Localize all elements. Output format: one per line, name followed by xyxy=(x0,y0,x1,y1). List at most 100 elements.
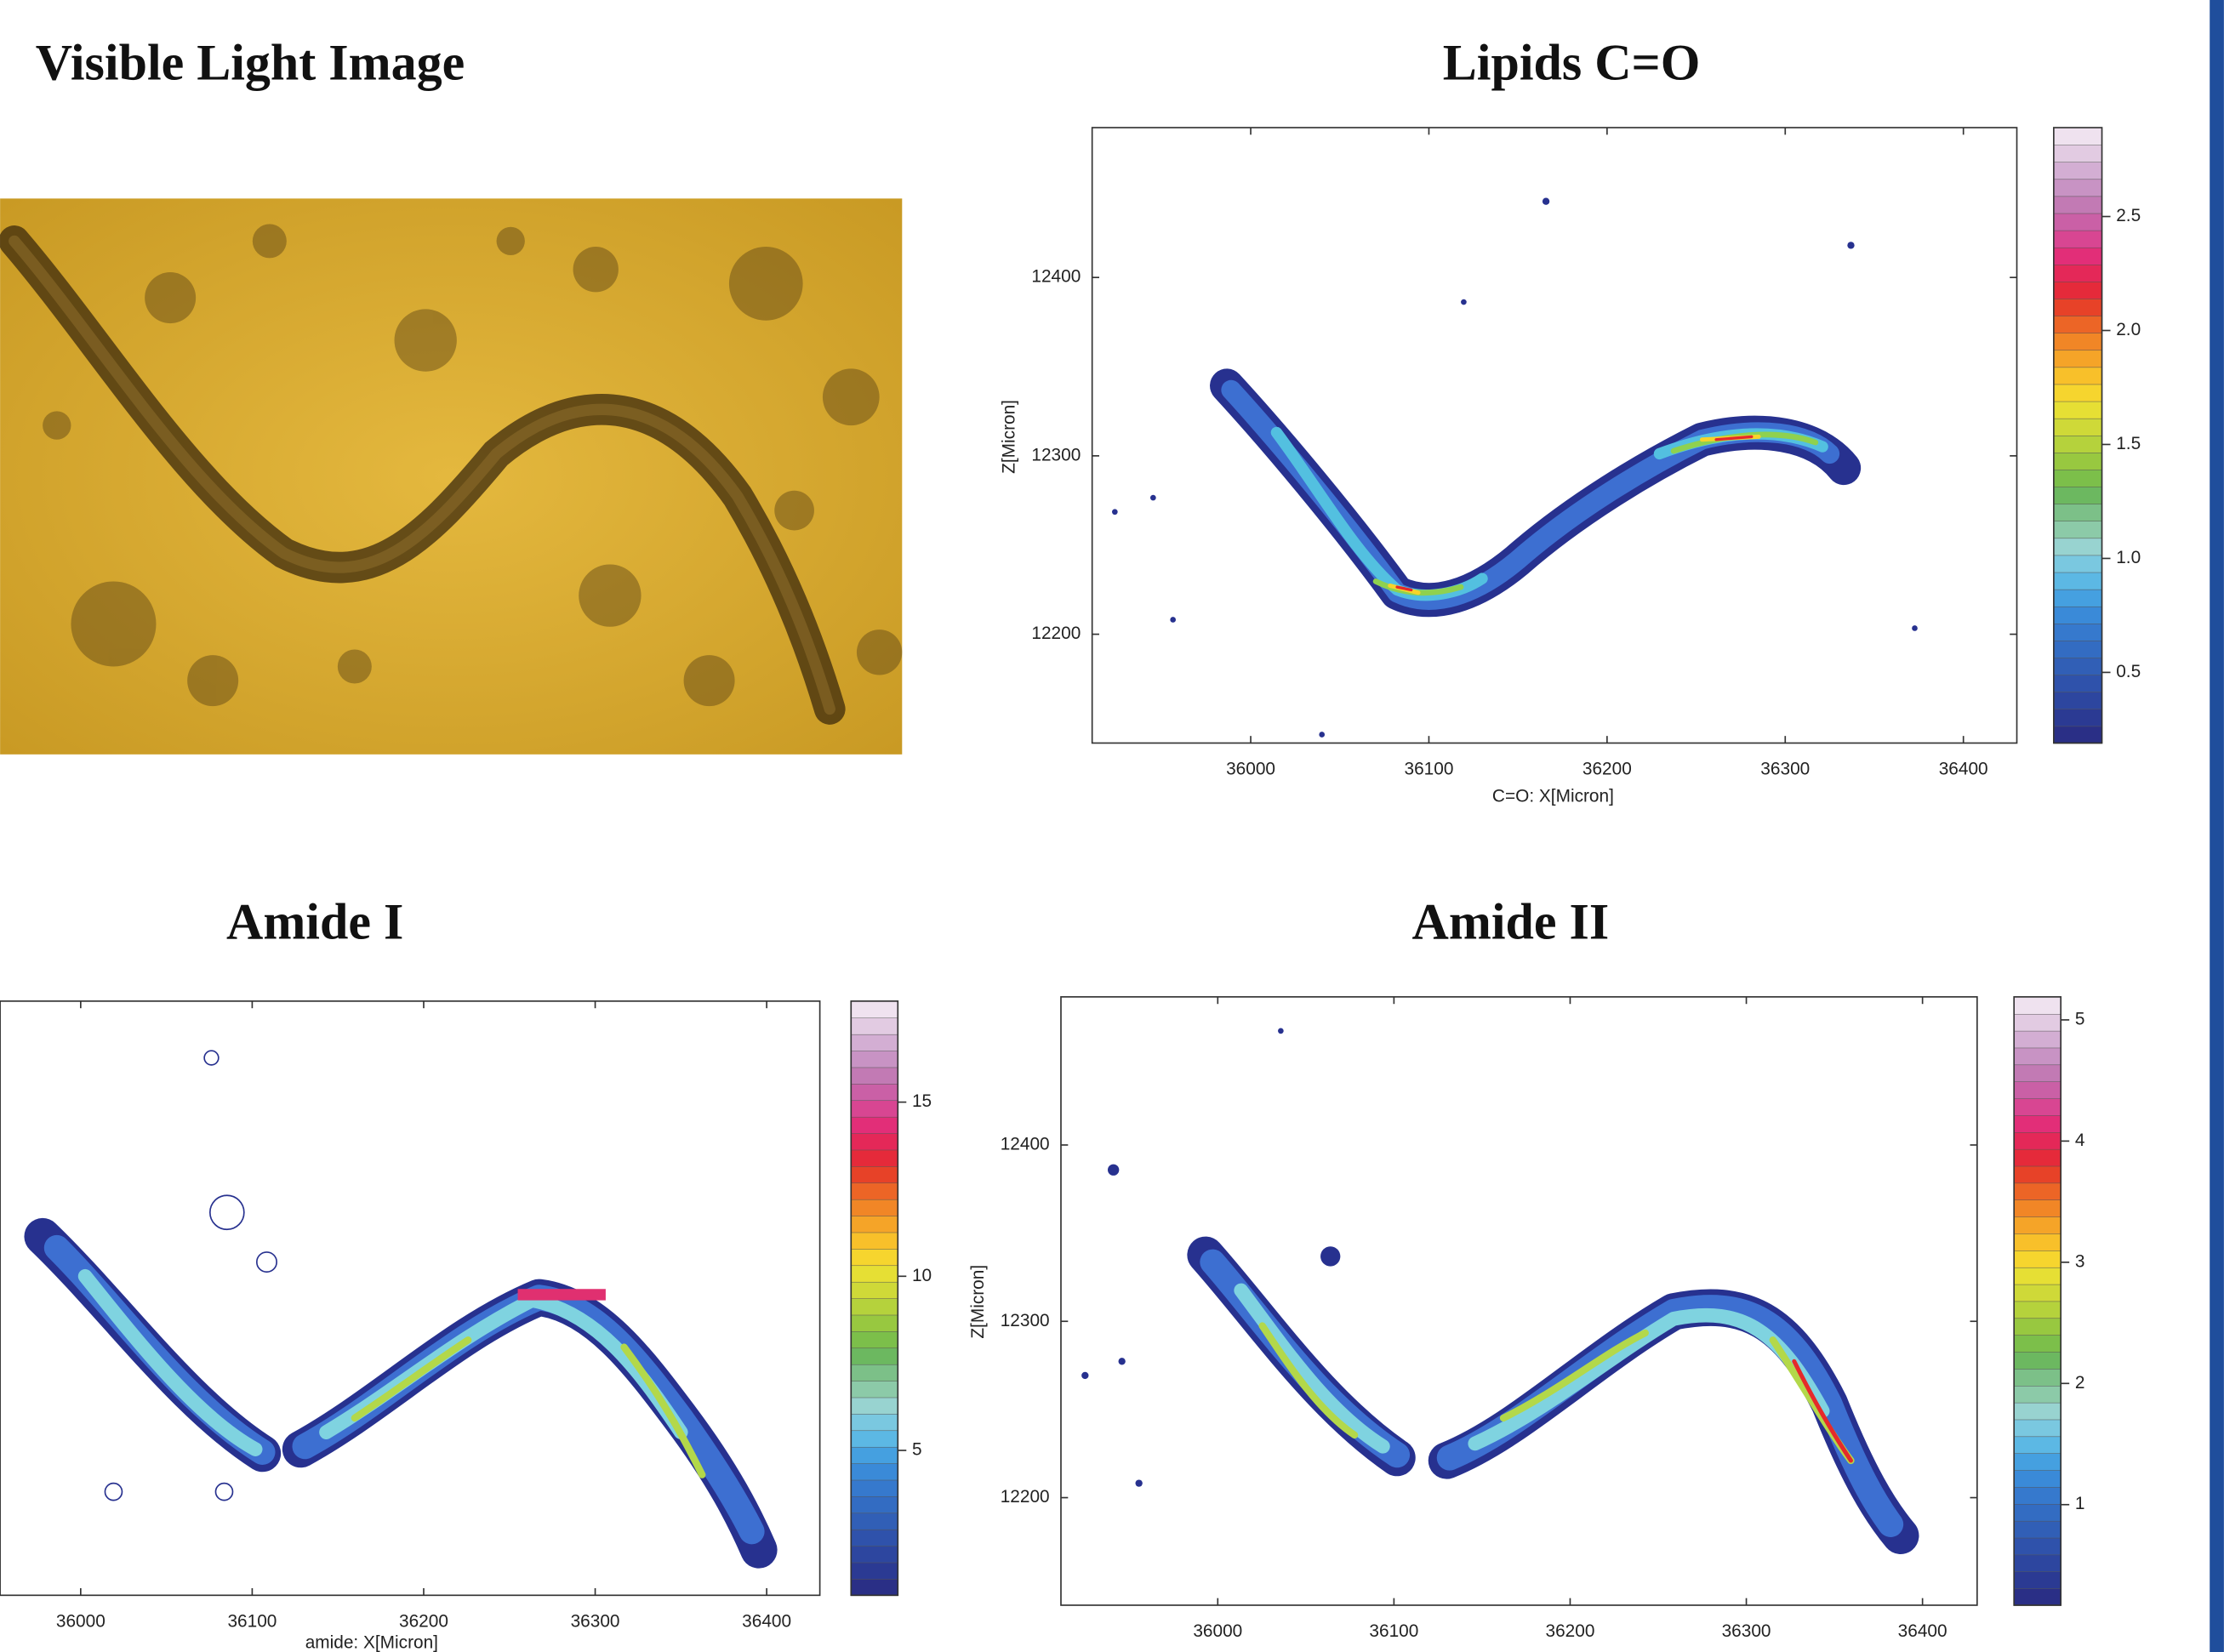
colorbar-band xyxy=(2013,1064,2061,1082)
colorbar-tick-label: 3 xyxy=(2075,1251,2085,1271)
y-tick-label: 12200 xyxy=(1001,1487,1050,1507)
colorbar-band xyxy=(2013,996,2061,1015)
colorbar-tick-label: 4 xyxy=(2075,1131,2085,1150)
colorbar-band xyxy=(851,1199,898,1216)
colorbar-band xyxy=(2053,161,2102,180)
colorbar-band xyxy=(2053,367,2102,385)
colorbar-band xyxy=(851,1495,898,1514)
colorbar-band xyxy=(2013,1520,2061,1539)
colorbar-frame xyxy=(2013,996,2062,1606)
colorbar-band xyxy=(2053,452,2102,470)
panel-title: Amide II xyxy=(1412,894,1610,950)
colorbar-band xyxy=(2053,230,2102,248)
colorbar-band xyxy=(2013,1233,2061,1251)
colorbar-band xyxy=(851,1578,898,1597)
colorbar-band xyxy=(851,1512,898,1530)
colorbar-band xyxy=(851,1265,898,1283)
colorbar-band xyxy=(851,1116,898,1134)
y-tick-label: 12300 xyxy=(1031,445,1081,464)
colorbar-band xyxy=(2013,1368,2061,1387)
x-tick-label: 36400 xyxy=(1898,1621,1947,1641)
colorbar-band xyxy=(2053,384,2102,402)
colorbar-band xyxy=(2013,1267,2061,1285)
colorbar-band xyxy=(851,1397,898,1415)
colorbar-tick-label: 2.5 xyxy=(2116,206,2141,225)
colorbar-band xyxy=(2013,1351,2061,1370)
y-axis-label: Z[Micron] xyxy=(999,400,1018,474)
colorbar-band xyxy=(2013,1131,2061,1150)
colorbar-band xyxy=(851,1430,898,1448)
colorbar-band xyxy=(851,1034,898,1051)
colorbar-band xyxy=(2013,1334,2061,1353)
colorbar-band xyxy=(2013,1030,2061,1049)
y-tick-label: 12200 xyxy=(1031,624,1081,643)
colorbar-band xyxy=(2053,315,2102,333)
contour-map xyxy=(24,1050,778,1569)
x-tick-label: 36400 xyxy=(742,1611,791,1631)
colorbar-band xyxy=(2013,1216,2061,1234)
y-axis-label: Z[Micron] xyxy=(968,1265,988,1339)
colorbar-band xyxy=(2013,1301,2061,1319)
colorbar-band xyxy=(2053,298,2102,316)
colorbar-band xyxy=(2013,1047,2061,1066)
contour-map xyxy=(1081,1028,1919,1554)
x-tick-label: 36300 xyxy=(571,1611,620,1631)
x-axis-label: C=O: X[Micron] xyxy=(1492,786,1614,806)
colorbar-frame xyxy=(2053,127,2103,744)
colorbar-tick-label: 1.0 xyxy=(2116,548,2141,567)
colorbar-tick-label: 2 xyxy=(2075,1373,2085,1393)
colorbar-band xyxy=(2013,1452,2061,1471)
x-tick-label: 36100 xyxy=(1369,1621,1418,1641)
colorbar-band xyxy=(2053,623,2102,641)
colorbar-band xyxy=(2013,1318,2061,1336)
x-tick-label: 36000 xyxy=(56,1611,105,1631)
colorbar-band xyxy=(2013,1199,2061,1217)
colorbar-band xyxy=(2013,1097,2061,1116)
colorbar-band xyxy=(851,1347,898,1365)
colorbar-band xyxy=(2013,1114,2061,1133)
microscope-image xyxy=(0,198,903,755)
colorbar-band xyxy=(851,1446,898,1464)
contour-map xyxy=(1112,197,1918,738)
panel-title: Visible Light Image xyxy=(36,34,465,90)
colorbar-band xyxy=(2053,606,2102,624)
colorbar-band xyxy=(851,1479,898,1497)
colorbar-band xyxy=(851,1330,898,1349)
x-tick-label: 36300 xyxy=(1722,1621,1771,1641)
y-tick-label: 12400 xyxy=(1001,1134,1050,1154)
colorbar-frame xyxy=(850,1000,899,1597)
colorbar-band xyxy=(2013,1080,2061,1099)
colorbar-band xyxy=(2053,469,2102,487)
colorbar-band xyxy=(851,1380,898,1399)
colorbar-band xyxy=(2013,1419,2061,1438)
colorbar-band xyxy=(2053,503,2102,521)
colorbar-tick-label: 0.5 xyxy=(2116,662,2141,681)
y-tick-label: 12300 xyxy=(1001,1311,1050,1330)
x-tick-label: 36300 xyxy=(1760,760,1810,779)
colorbar-band xyxy=(2013,1165,2061,1184)
x-axis-label: amide: X[Micron] xyxy=(305,1632,438,1652)
colorbar-band xyxy=(851,1297,898,1316)
plot-frame xyxy=(1091,127,2018,744)
colorbar-band xyxy=(2053,691,2102,710)
colorbar-band xyxy=(2013,1571,2061,1589)
colorbar-band xyxy=(2013,1013,2061,1032)
colorbar-band xyxy=(851,1050,898,1068)
colorbar-band xyxy=(2053,435,2102,453)
panel-title: Lipids C=O xyxy=(1443,34,1701,90)
x-tick-label: 36200 xyxy=(1582,760,1632,779)
colorbar-tick-label: 5 xyxy=(912,1440,922,1460)
colorbar-band xyxy=(2013,1250,2061,1268)
colorbar-band xyxy=(2053,196,2102,214)
colorbar-band xyxy=(851,1000,898,1019)
colorbar-band xyxy=(2053,213,2102,231)
colorbar-band xyxy=(2053,674,2102,692)
colorbar-band xyxy=(851,1132,898,1151)
colorbar-band xyxy=(2053,247,2102,265)
side-stripe xyxy=(2210,0,2224,1652)
x-tick-label: 36000 xyxy=(1226,760,1275,779)
x-tick-label: 36400 xyxy=(1939,760,1988,779)
colorbar-band xyxy=(2013,1537,2061,1556)
colorbar-band xyxy=(851,1067,898,1085)
colorbar-tick-label: 1.5 xyxy=(2116,434,2141,453)
